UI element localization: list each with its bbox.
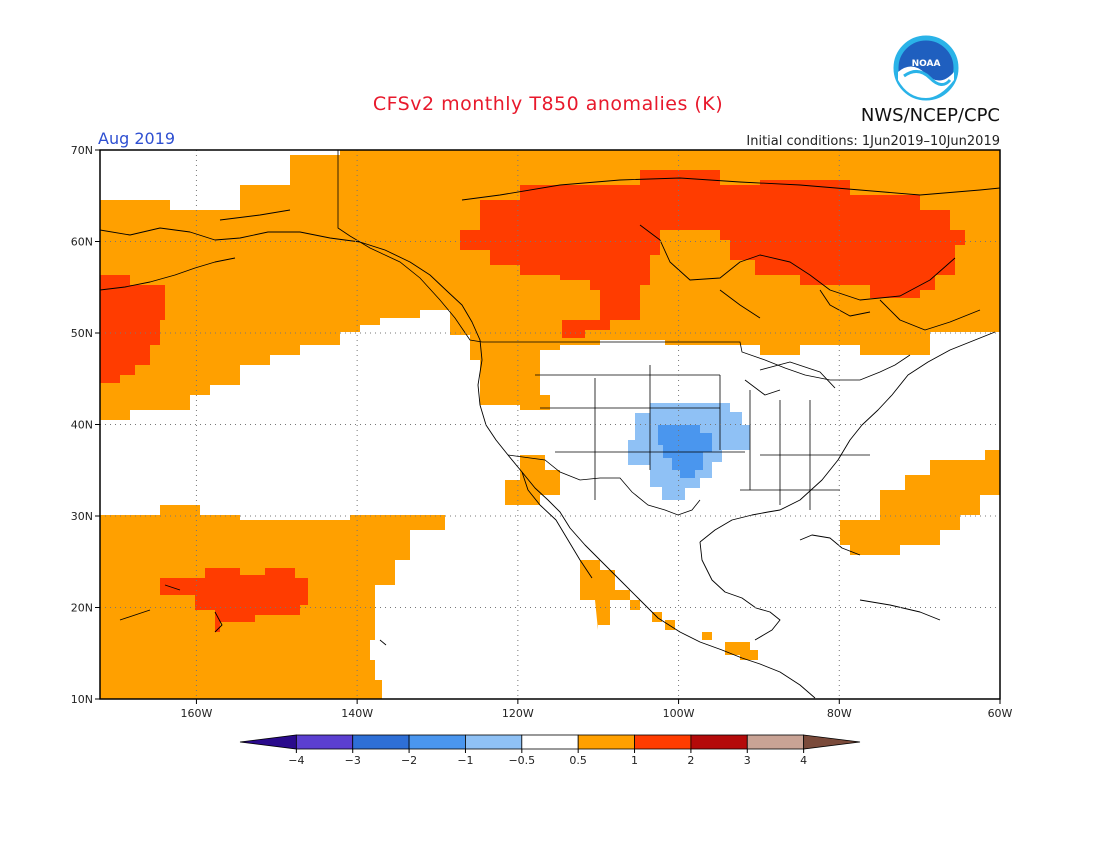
colorbar-swatch bbox=[577, 734, 635, 750]
colorbar-swatch bbox=[521, 734, 579, 750]
colorbar-swatch bbox=[295, 734, 354, 750]
org-label: NWS/NCEP/CPC bbox=[861, 105, 1000, 126]
colorbar-label: −4 bbox=[288, 754, 304, 767]
anomaly-field bbox=[100, 150, 1000, 699]
colorbar-swatch bbox=[634, 734, 692, 750]
lat-tick-label: 70N bbox=[71, 144, 93, 157]
colorbar-label: −3 bbox=[345, 754, 361, 767]
colorbar-label: −0.5 bbox=[508, 754, 535, 767]
colorbar-label: 1 bbox=[631, 754, 638, 767]
lat-tick-label: 40N bbox=[71, 419, 93, 432]
latitude-axis: 70N 60N 50N 40N 30N 20N 10N bbox=[71, 144, 100, 706]
lon-tick-label: 80W bbox=[827, 707, 852, 720]
lon-tick-label: 160W bbox=[180, 707, 212, 720]
colorbar-swatch bbox=[690, 734, 748, 750]
initial-conditions: Initial conditions: 1Jun2019–10Jun2019 bbox=[746, 134, 1000, 149]
chart-title: CFSv2 monthly T850 anomalies (K) bbox=[373, 93, 723, 115]
gridlines bbox=[100, 150, 1000, 699]
lat-tick-label: 50N bbox=[71, 327, 93, 340]
lon-tick-label: 120W bbox=[502, 707, 534, 720]
colorbar-swatch bbox=[746, 734, 805, 750]
longitude-axis: 160W 140W 120W 100W 80W 60W bbox=[180, 699, 1013, 720]
colorbar-label: 3 bbox=[744, 754, 751, 767]
borders bbox=[337, 150, 911, 516]
colorbar-label: 0.5 bbox=[569, 754, 587, 767]
colorbar-swatch bbox=[803, 734, 861, 750]
lon-tick-label: 100W bbox=[663, 707, 695, 720]
colorbar-label: 4 bbox=[800, 754, 807, 767]
colorbar-label: −1 bbox=[457, 754, 473, 767]
map: 70N 60N 50N 40N 30N 20N 10N 160W 140W 120W 100W 80… bbox=[71, 144, 1013, 720]
lat-tick-label: 60N bbox=[71, 236, 93, 249]
colorbar: −4 −3 −2 −1 −0.5 0.5 1 2 3 4 bbox=[239, 734, 861, 767]
anomaly-level-minus-2 bbox=[658, 425, 712, 478]
lat-tick-label: 10N bbox=[71, 693, 93, 706]
month-label: Aug 2019 bbox=[98, 129, 175, 148]
lon-tick-label: 140W bbox=[341, 707, 373, 720]
anomaly-level-2 bbox=[100, 170, 965, 632]
colorbar-swatch bbox=[465, 734, 523, 750]
colorbar-label: −2 bbox=[401, 754, 417, 767]
colorbar-swatch bbox=[239, 734, 297, 750]
colorbar-label: 2 bbox=[687, 754, 694, 767]
lat-tick-label: 20N bbox=[71, 602, 93, 615]
noaa-logo-text: NOAA bbox=[912, 59, 941, 69]
lon-tick-label: 60W bbox=[988, 707, 1013, 720]
lat-tick-label: 30N bbox=[71, 510, 93, 523]
coastlines bbox=[100, 177, 1000, 699]
colorbar-swatch bbox=[352, 734, 410, 750]
colorbar-swatch bbox=[408, 734, 466, 750]
noaa-logo: NOAA bbox=[893, 35, 959, 101]
